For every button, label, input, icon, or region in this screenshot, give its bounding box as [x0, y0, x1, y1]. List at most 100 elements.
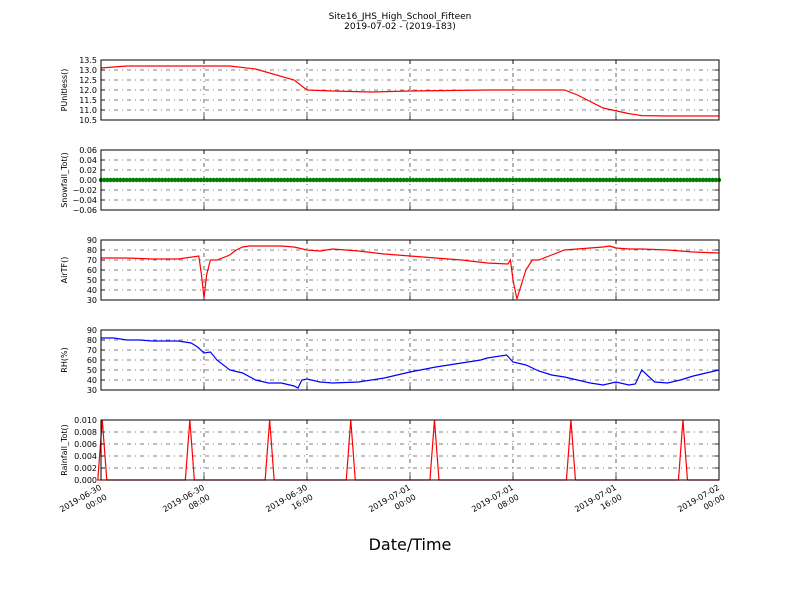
y-tick-label: 70 [87, 346, 97, 355]
y-tick-label: 0.002 [74, 464, 97, 473]
y-tick-label: 80 [87, 246, 97, 255]
data-point [668, 177, 673, 183]
data-point [681, 177, 686, 183]
data-point [671, 177, 677, 183]
panels-group: 13.513.012.512.011.511.010.5 PUnitless() 0… [60, 56, 722, 485]
data-point [697, 177, 702, 183]
data-point [121, 177, 126, 183]
y-tick-label: 60 [87, 356, 97, 365]
y-tick-label: 30 [87, 386, 97, 395]
panel-frame [100, 239, 720, 301]
data-point [176, 177, 181, 183]
data-point [594, 177, 599, 183]
data-point [192, 177, 197, 183]
y-tick-label: 13.0 [79, 66, 97, 75]
data-point [504, 177, 509, 183]
data-point [124, 177, 129, 183]
data-point [301, 177, 306, 183]
data-point [494, 177, 500, 183]
data-point [224, 177, 229, 183]
data-point [468, 177, 474, 183]
series-line [100, 65, 719, 117]
data-point [246, 177, 252, 183]
x-axis-label: Date/Time [369, 535, 452, 554]
data-point [430, 177, 435, 183]
data-point [559, 177, 564, 183]
data-point [102, 177, 107, 183]
data-point [684, 177, 690, 183]
y-tick-label: 0.06 [79, 146, 97, 155]
data-point [465, 177, 471, 183]
data-point [253, 177, 258, 183]
data-point [179, 177, 184, 183]
panel-Snowfall_Tot: 0.060.040.020.00−0.02−0.04−0.06Snowfall_… [60, 146, 722, 215]
data-point [562, 177, 567, 183]
data-point [674, 177, 680, 183]
data-point [507, 177, 512, 183]
data-point [304, 177, 310, 183]
data-point [433, 177, 438, 183]
data-point [520, 177, 525, 183]
data-point [243, 177, 249, 183]
data-point [201, 177, 207, 183]
data-point [330, 177, 335, 183]
data-point [552, 177, 558, 183]
data-point [584, 177, 590, 183]
data-point [288, 177, 294, 183]
data-point [221, 177, 226, 183]
data-point [217, 177, 223, 183]
data-point [105, 177, 110, 183]
data-point [259, 177, 265, 183]
data-point [600, 177, 606, 183]
x-tick-label: 2019-07-0116:00 [573, 483, 623, 524]
data-point [623, 177, 628, 183]
y-axis-label: Rainfall_Tot() [60, 424, 69, 476]
data-point [272, 177, 278, 183]
x-tick-label: 2019-06-3016:00 [264, 483, 314, 524]
data-point [578, 177, 583, 183]
data-point [356, 177, 361, 183]
data-point [678, 177, 683, 183]
series-line [101, 337, 720, 389]
data-point [349, 177, 355, 183]
data-point [478, 177, 484, 183]
data-point [568, 177, 574, 183]
data-point [182, 177, 187, 183]
data-point [491, 177, 496, 183]
data-point [156, 177, 162, 183]
data-point [713, 177, 718, 183]
data-point [353, 177, 358, 183]
data-point [118, 177, 123, 183]
data-point [362, 177, 368, 183]
data-point [291, 177, 297, 183]
data-point [575, 177, 580, 183]
data-point [114, 177, 120, 183]
y-tick-label: 0.000 [74, 476, 97, 485]
data-point [446, 177, 451, 183]
data-point [423, 177, 429, 183]
y-axis-label: RH(%) [60, 347, 69, 372]
x-tick-label: 2019-07-0108:00 [470, 483, 520, 524]
data-point [436, 177, 442, 183]
y-tick-label: 70 [87, 256, 97, 265]
data-point [282, 177, 287, 183]
data-point [591, 177, 596, 183]
y-tick-label: 60 [87, 266, 97, 275]
data-point [703, 177, 709, 183]
y-tick-label: 80 [87, 336, 97, 345]
data-point [420, 177, 426, 183]
y-tick-label: −0.04 [72, 196, 97, 205]
data-point [523, 177, 529, 183]
data-point [240, 177, 245, 183]
data-point [275, 177, 281, 183]
data-point [604, 177, 609, 183]
y-axis-label: PUnitless() [60, 69, 69, 112]
data-point [517, 177, 522, 183]
data-point [314, 177, 319, 183]
data-point [439, 177, 445, 183]
data-point [324, 177, 329, 183]
data-point [298, 177, 303, 183]
